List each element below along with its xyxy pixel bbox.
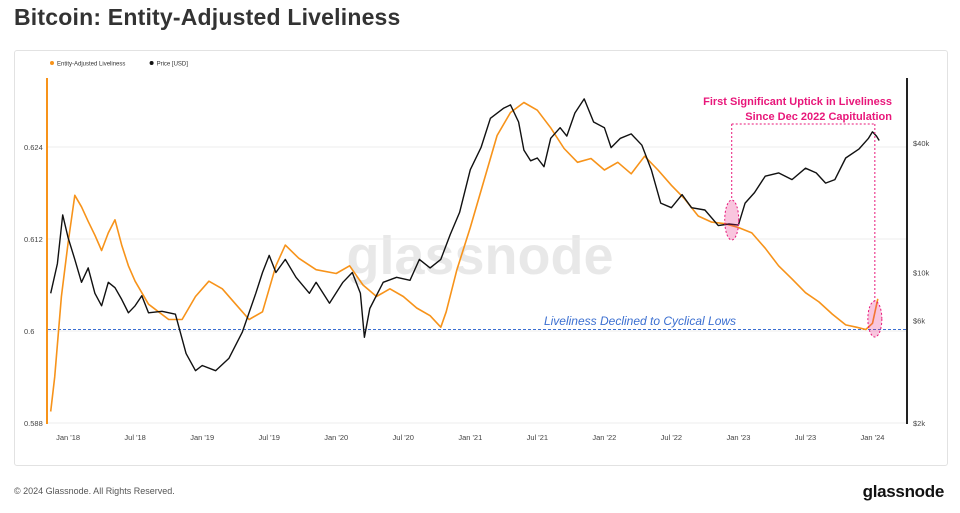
x-tick-label: Jul '18 <box>124 433 145 442</box>
x-tick-label: Jul '23 <box>795 433 816 442</box>
chart-frame <box>14 50 948 466</box>
x-tick-label: Jul '21 <box>527 433 548 442</box>
legend-marker <box>149 61 154 65</box>
chart-canvas: glassnode 0.588 0.6 0.612 0.624 $2k $6k $10k $40… <box>24 61 930 442</box>
y-left-tick-label: 0.588 <box>24 419 43 428</box>
legend-label: Price [USD] <box>157 62 189 68</box>
brand-logo[interactable]: glassnode <box>862 482 945 501</box>
x-tick-label: Jan '23 <box>726 433 750 442</box>
legend-label: Entity-Adjusted Liveliness <box>57 62 125 68</box>
y-left-tick-label: 0.6 <box>24 327 34 336</box>
x-tick-label: Jan '21 <box>458 433 482 442</box>
y-right-tick-label: $2k <box>913 419 925 428</box>
x-tick-label: Jan '20 <box>324 433 348 442</box>
y-left-tick-label: 0.612 <box>24 235 43 244</box>
annotation-uptick-line2: Since Dec 2022 Capitulation <box>745 111 892 123</box>
y-right-tick-label: $6k <box>913 316 925 325</box>
x-tick-label: Jul '19 <box>258 433 279 442</box>
copyright-text: © 2024 Glassnode. All Rights Reserved. <box>14 486 175 496</box>
y-left-tick-label: 0.624 <box>24 143 43 152</box>
x-tick-label: Jul '20 <box>393 433 414 442</box>
watermark-text: glassnode <box>346 226 613 286</box>
x-tick-label: Jan '24 <box>861 433 885 442</box>
y-right-tick-label: $40k <box>913 139 930 148</box>
highlight-ellipse-dec-2022 <box>724 199 740 241</box>
x-tick-label: Jan '22 <box>592 433 616 442</box>
x-tick-label: Jan '19 <box>190 433 214 442</box>
y-right-tick-label: $10k <box>913 268 930 277</box>
annotation-uptick-line1: First Significant Uptick in Liveliness <box>703 96 892 108</box>
page-title: Bitcoin: Entity-Adjusted Liveliness <box>14 4 401 30</box>
legend-marker <box>50 61 54 65</box>
x-tick-label: Jul '22 <box>661 433 682 442</box>
series-line-liveliness <box>49 101 879 412</box>
x-tick-label: Jan '18 <box>56 433 80 442</box>
annotation-cyclical-lows: Liveliness Declined to Cyclical Lows <box>544 314 736 328</box>
highlight-ellipse-jan-2024 <box>867 300 883 338</box>
